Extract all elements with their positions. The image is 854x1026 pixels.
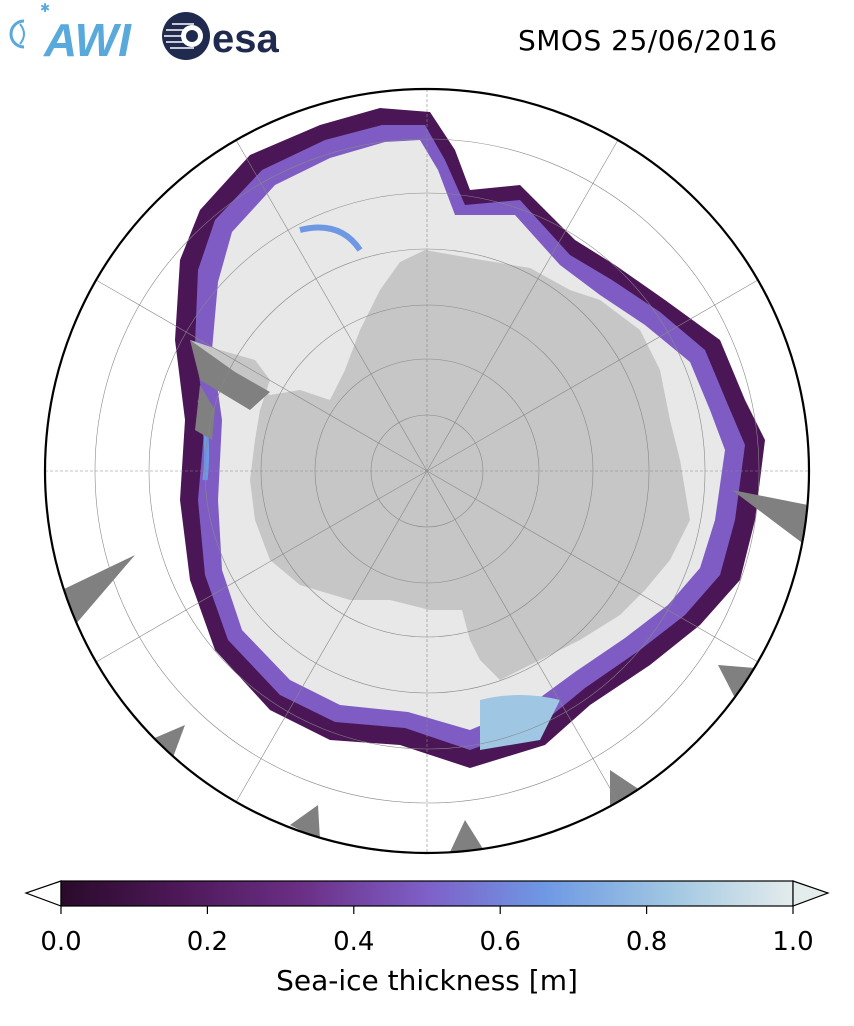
ice-shelf (62, 555, 135, 625)
antarctica (190, 250, 690, 680)
colorbar-tick-label: 0.6 (480, 927, 521, 957)
map-title: SMOS 25/06/2016 (518, 24, 778, 57)
colorbar-tick-label: 0.0 (40, 927, 81, 957)
ice-shelf (718, 665, 755, 698)
globe-boundary (43, 87, 811, 855)
ice-shelf (290, 805, 320, 840)
thin-ice-streak (299, 224, 363, 252)
ice-shelf (195, 385, 215, 440)
colorbar-tick-label: 0.2 (187, 927, 228, 957)
colorbar-tick-label: 1.0 (772, 927, 813, 957)
graticule (45, 89, 809, 853)
esa-logo-text: esa (212, 17, 279, 61)
thin-ice-patch (480, 695, 560, 750)
colorbar: 0.0 0.2 0.4 0.6 0.8 1.0 (24, 880, 830, 957)
colorbar-extend-max (792, 880, 830, 907)
colorbar-label: Sea-ice thickness [m] (276, 964, 578, 997)
ice-shelf (610, 770, 640, 805)
ice-shelf (190, 340, 270, 410)
ice-shelf (450, 820, 485, 852)
meridian (235, 139, 619, 803)
colorbar-tick-label: 0.8 (626, 927, 667, 957)
svg-text:✱: ✱ (40, 1, 50, 15)
colorbar-ticks: 0.0 0.2 0.4 0.6 0.8 1.0 (40, 906, 814, 957)
ice-shelf (732, 490, 808, 545)
colorbar-gradient (60, 880, 794, 907)
colorbar-extend-min (24, 880, 62, 907)
esa-logo: esa (162, 12, 279, 61)
header: ✱ AWI esa SMOS 25/06/2016 (0, 0, 854, 80)
logos: ✱ AWI esa (9, 1, 279, 66)
colorbar-tick-label: 0.4 (333, 927, 374, 957)
ice-shelf (150, 725, 185, 760)
awi-logo-text: AWI (43, 14, 132, 66)
awi-logo: ✱ AWI (9, 1, 132, 66)
